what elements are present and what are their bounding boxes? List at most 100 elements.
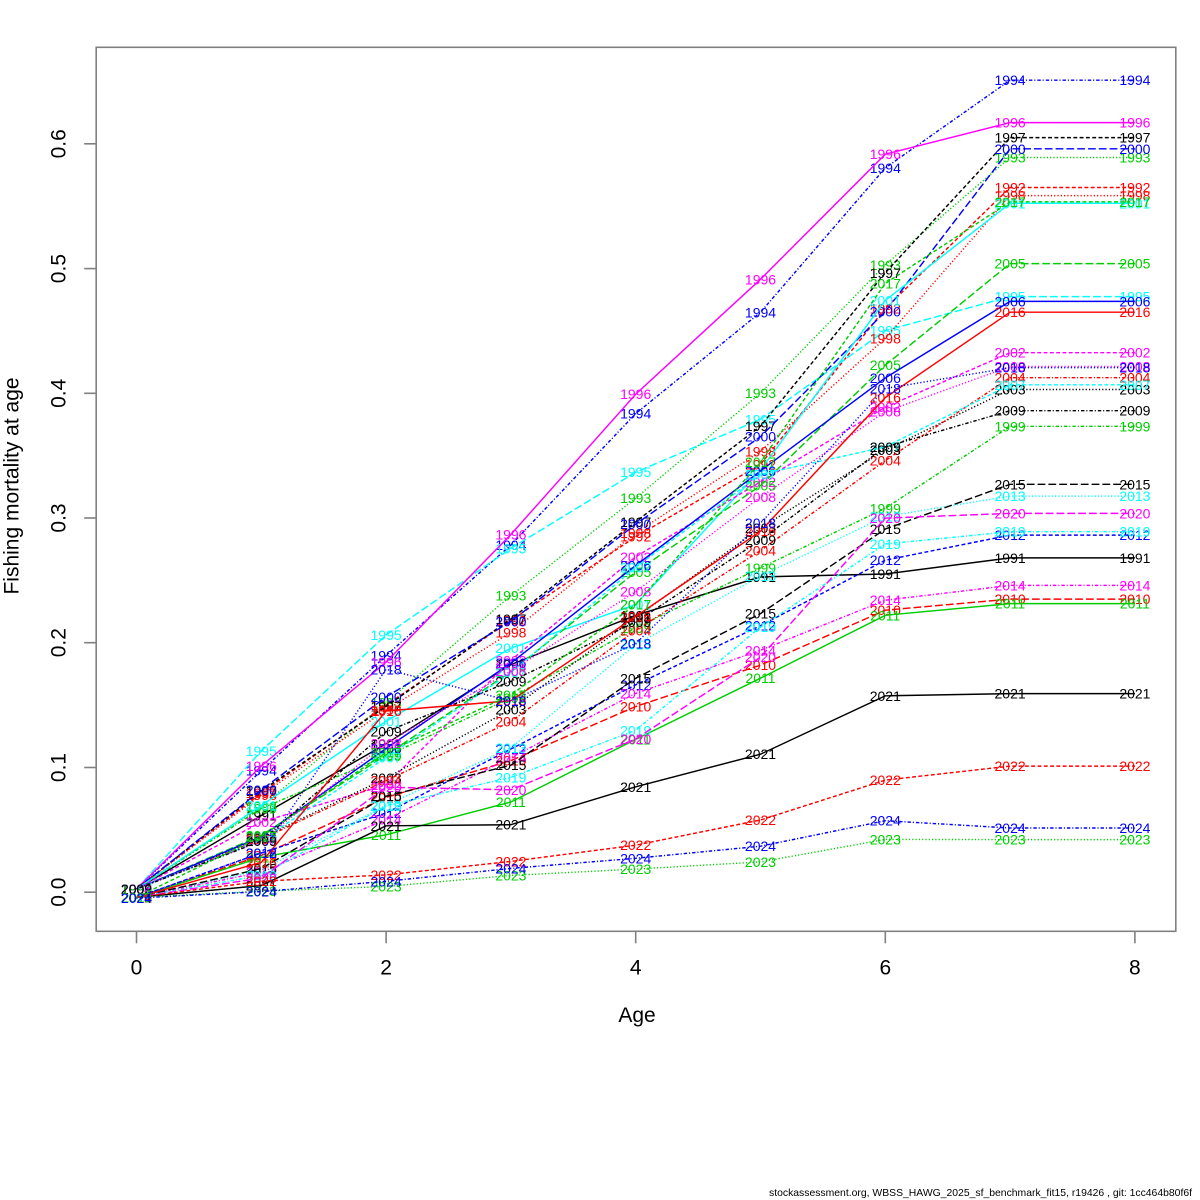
svg-text:2010: 2010	[495, 753, 526, 769]
svg-text:2016: 2016	[870, 390, 901, 406]
svg-text:1995: 1995	[995, 289, 1026, 305]
svg-text:2001: 2001	[246, 798, 277, 814]
svg-text:2009: 2009	[495, 673, 526, 689]
svg-text:2009: 2009	[1119, 403, 1150, 419]
svg-text:1994: 1994	[371, 648, 402, 664]
svg-text:2020: 2020	[745, 649, 776, 665]
svg-text:2014: 2014	[995, 577, 1026, 593]
svg-text:2014: 2014	[620, 685, 651, 701]
svg-text:2015: 2015	[995, 476, 1026, 492]
svg-text:2002: 2002	[371, 777, 402, 793]
svg-text:2002: 2002	[246, 814, 277, 830]
svg-text:2012: 2012	[1119, 527, 1150, 543]
svg-text:1993: 1993	[870, 257, 901, 273]
svg-text:2001: 2001	[870, 292, 901, 308]
svg-text:2006: 2006	[870, 370, 901, 386]
svg-text:2024: 2024	[371, 873, 402, 889]
svg-text:2005: 2005	[1119, 256, 1150, 272]
svg-text:2024: 2024	[121, 890, 152, 906]
svg-text:2013: 2013	[620, 637, 651, 653]
svg-text:2018: 2018	[745, 515, 776, 531]
svg-text:2024: 2024	[620, 850, 651, 866]
svg-text:2009: 2009	[995, 403, 1026, 419]
svg-text:2014: 2014	[246, 864, 277, 880]
svg-text:2016: 2016	[371, 703, 402, 719]
svg-text:8: 8	[1129, 957, 1141, 980]
svg-text:2000: 2000	[246, 782, 277, 798]
svg-text:2005: 2005	[620, 564, 651, 580]
svg-text:2002: 2002	[995, 345, 1026, 361]
svg-text:1995: 1995	[246, 743, 277, 759]
svg-text:1999: 1999	[1119, 418, 1150, 434]
svg-text:2006: 2006	[745, 463, 776, 479]
svg-text:2007: 2007	[620, 559, 651, 575]
svg-text:2006: 2006	[1119, 293, 1150, 309]
svg-text:2000: 2000	[745, 429, 776, 445]
svg-text:1994: 1994	[745, 304, 776, 320]
svg-text:2008: 2008	[1119, 359, 1150, 375]
svg-text:2011: 2011	[1120, 596, 1150, 612]
svg-text:1992: 1992	[870, 301, 901, 317]
svg-text:2022: 2022	[870, 772, 901, 788]
svg-text:2014: 2014	[745, 642, 776, 658]
svg-text:2019: 2019	[870, 536, 901, 552]
svg-text:2018: 2018	[995, 360, 1026, 376]
svg-text:2018: 2018	[246, 845, 277, 861]
svg-text:2004: 2004	[620, 623, 651, 639]
svg-text:2018: 2018	[620, 636, 651, 652]
svg-text:2004: 2004	[495, 714, 526, 730]
svg-text:2003: 2003	[371, 770, 402, 786]
svg-text:1991: 1991	[995, 550, 1026, 566]
svg-text:2012: 2012	[995, 527, 1026, 543]
svg-text:1995: 1995	[371, 627, 402, 643]
svg-text:2021: 2021	[495, 817, 526, 833]
svg-text:1996: 1996	[1119, 115, 1150, 131]
svg-text:2017: 2017	[870, 275, 901, 291]
svg-text:2017: 2017	[246, 828, 277, 844]
svg-text:2011: 2011	[496, 794, 526, 810]
svg-text:2011: 2011	[371, 827, 401, 843]
svg-text:2008: 2008	[870, 404, 901, 420]
svg-text:1996: 1996	[371, 654, 402, 670]
svg-text:1993: 1993	[745, 385, 776, 401]
svg-text:2000: 2000	[870, 304, 901, 320]
svg-text:2015: 2015	[870, 521, 901, 537]
svg-text:1992: 1992	[371, 697, 402, 713]
svg-text:0.2: 0.2	[47, 628, 70, 657]
svg-text:Fishing mortality at age: Fishing mortality at age	[1, 377, 24, 594]
svg-text:2018: 2018	[371, 661, 402, 677]
svg-text:1994: 1994	[620, 406, 651, 422]
svg-text:2007: 2007	[995, 377, 1026, 393]
svg-text:2018: 2018	[1119, 360, 1150, 376]
svg-text:2016: 2016	[995, 304, 1026, 320]
svg-text:2019: 2019	[995, 524, 1026, 540]
svg-text:2019: 2019	[745, 619, 776, 635]
svg-text:2009: 2009	[870, 439, 901, 455]
svg-text:2001: 2001	[371, 713, 402, 729]
svg-text:2000: 2000	[371, 689, 402, 705]
svg-text:2016: 2016	[246, 854, 277, 870]
svg-text:2011: 2011	[745, 670, 775, 686]
svg-text:2020: 2020	[495, 782, 526, 798]
svg-text:2002: 2002	[870, 399, 901, 415]
svg-text:1997: 1997	[1119, 130, 1150, 146]
svg-text:2007: 2007	[1119, 377, 1150, 393]
svg-text:2022: 2022	[745, 812, 776, 828]
svg-text:2020: 2020	[1119, 505, 1150, 521]
svg-text:1993: 1993	[371, 695, 402, 711]
svg-text:2021: 2021	[870, 688, 901, 704]
svg-text:0: 0	[131, 957, 143, 980]
svg-text:2023: 2023	[745, 854, 776, 870]
svg-text:2015: 2015	[620, 670, 651, 686]
svg-text:2015: 2015	[1119, 476, 1150, 492]
svg-text:1996: 1996	[995, 115, 1026, 131]
svg-text:2008: 2008	[745, 489, 776, 505]
svg-text:1995: 1995	[495, 540, 526, 556]
svg-text:1991: 1991	[1119, 550, 1150, 566]
svg-text:1992: 1992	[620, 529, 651, 545]
svg-text:2023: 2023	[995, 832, 1026, 848]
svg-text:4: 4	[630, 957, 642, 980]
svg-text:1998: 1998	[371, 702, 402, 718]
svg-text:1999: 1999	[620, 620, 651, 636]
svg-text:2004: 2004	[371, 773, 402, 789]
